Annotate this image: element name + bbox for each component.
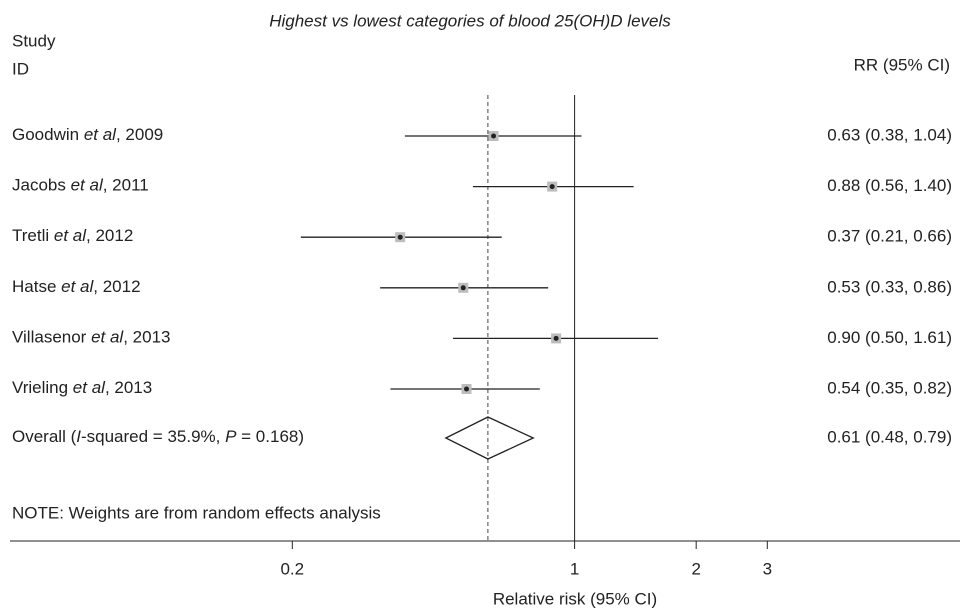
x-tick-label: 1 xyxy=(570,559,579,578)
label-part: Vrieling xyxy=(12,378,73,397)
label-part: et al xyxy=(73,378,106,397)
label-part: Overall ( xyxy=(12,427,77,446)
effect-label: 0.53 (0.33, 0.86) xyxy=(827,277,952,296)
label-part: , 2011 xyxy=(103,176,149,195)
label-part: I xyxy=(76,427,81,446)
point-estimate xyxy=(553,335,559,341)
label-part: et al xyxy=(84,125,117,144)
label-part: Jacobs xyxy=(12,176,71,195)
overall-diamond xyxy=(444,416,535,460)
label-part: P xyxy=(225,427,237,446)
point-estimate xyxy=(464,386,470,392)
study-label: Tretli et al, 2012 xyxy=(12,227,133,246)
chart-title: Highest vs lowest categories of blood 25… xyxy=(269,11,671,30)
label-part: Hatse xyxy=(12,277,61,296)
effect-label: 0.61 (0.48, 0.79) xyxy=(827,427,952,446)
point-estimate xyxy=(549,184,555,190)
label-part: et al xyxy=(71,176,104,195)
label-part: , 2012 xyxy=(93,277,140,296)
label-part: , 2013 xyxy=(123,328,170,347)
label-part: -squared = 35.9%, xyxy=(81,427,225,446)
x-tick-label: 3 xyxy=(763,559,772,578)
point-estimate xyxy=(397,234,403,240)
label-part: , 2009 xyxy=(116,125,163,144)
label-part: Villasenor xyxy=(12,328,91,347)
x-tick-label: 0.2 xyxy=(280,559,304,578)
point-estimate xyxy=(491,133,497,139)
column-header: ID xyxy=(12,59,29,78)
label-part: Goodwin xyxy=(12,125,84,144)
effect-label: 0.37 (0.21, 0.66) xyxy=(827,227,952,246)
label-part: et al xyxy=(61,277,94,296)
study-label: Overall (I-squared = 35.9%, P = 0.168) xyxy=(12,427,304,446)
effect-label: 0.88 (0.56, 1.40) xyxy=(827,176,952,195)
label-part: Tretli xyxy=(12,227,54,246)
x-axis-label: Relative risk (95% CI) xyxy=(493,589,657,608)
x-tick-label: 2 xyxy=(691,559,700,578)
effect-label: 0.54 (0.35, 0.82) xyxy=(827,378,952,397)
label-part: = 0.168) xyxy=(236,427,304,446)
label-part: et al xyxy=(91,328,124,347)
study-label: Jacobs et al, 2011 xyxy=(12,176,149,195)
study-label: Goodwin et al, 2009 xyxy=(12,125,163,144)
point-estimate xyxy=(460,285,466,291)
study-label: Vrieling et al, 2013 xyxy=(12,378,152,397)
label-part: , 2012 xyxy=(86,227,133,246)
effect-label: 0.63 (0.38, 1.04) xyxy=(827,125,952,144)
label-part: , 2013 xyxy=(105,378,152,397)
effect-label: 0.90 (0.50, 1.61) xyxy=(827,328,952,347)
study-label: Villasenor et al, 2013 xyxy=(12,328,170,347)
study-label: Hatse et al, 2012 xyxy=(12,277,141,296)
note: NOTE: Weights are from random effects an… xyxy=(12,503,381,522)
column-header: Study xyxy=(12,31,56,50)
label-part: et al xyxy=(54,227,87,246)
column-header: RR (95% CI) xyxy=(854,55,950,74)
